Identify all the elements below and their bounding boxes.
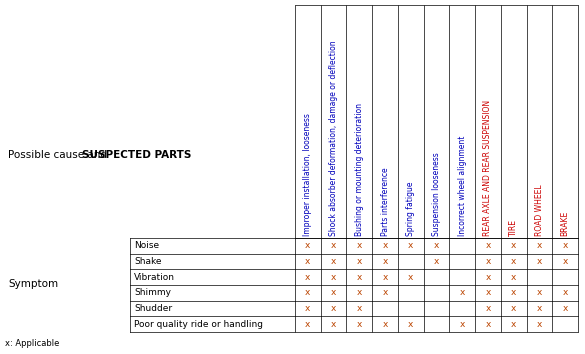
Text: x: x (305, 304, 311, 313)
Text: Incorrect wheel alignment: Incorrect wheel alignment (457, 136, 467, 236)
Text: x: x (486, 304, 491, 313)
Text: x: x (434, 241, 439, 250)
Text: x: x (408, 320, 414, 329)
Text: x: x (562, 241, 568, 250)
Text: x: x (357, 241, 362, 250)
Text: Shock absorber deformation, damage or deflection: Shock absorber deformation, damage or de… (329, 40, 338, 236)
Text: TIRE: TIRE (509, 219, 518, 236)
Text: x: x (383, 320, 388, 329)
Text: x: x (331, 273, 336, 282)
Text: x: x (408, 273, 414, 282)
Text: REAR AXLE AND REAR SUSPENSION: REAR AXLE AND REAR SUSPENSION (483, 100, 493, 236)
Text: Spring fatigue: Spring fatigue (406, 182, 415, 236)
Text: x: x (305, 273, 311, 282)
Text: x: x (536, 241, 542, 250)
Text: x: x (331, 320, 336, 329)
Text: Poor quality ride or handling: Poor quality ride or handling (134, 320, 263, 329)
Text: x: x (357, 257, 362, 266)
Text: x: x (536, 304, 542, 313)
Text: Shudder: Shudder (134, 304, 172, 313)
Text: x: x (434, 257, 439, 266)
Text: x: x (511, 320, 517, 329)
Text: x: x (511, 273, 517, 282)
Text: Noise: Noise (134, 241, 159, 250)
Text: x: x (383, 273, 388, 282)
Text: ROAD WHEEL: ROAD WHEEL (535, 184, 544, 236)
Text: Bushing or mounting deterioration: Bushing or mounting deterioration (355, 103, 364, 236)
Text: x: x (331, 304, 336, 313)
Text: x: x (331, 257, 336, 266)
Text: x: x (460, 289, 465, 297)
Text: x: x (511, 304, 517, 313)
Text: x: x (562, 289, 568, 297)
Text: x: x (305, 320, 311, 329)
Text: Vibration: Vibration (134, 273, 175, 282)
Text: x: x (305, 257, 311, 266)
Text: Improper installation, looseness: Improper installation, looseness (304, 113, 312, 236)
Text: Possible cause and: Possible cause and (8, 150, 110, 160)
Text: x: x (511, 257, 517, 266)
Text: x: x (511, 241, 517, 250)
Text: BRAKE: BRAKE (560, 211, 570, 236)
Text: Shimmy: Shimmy (134, 289, 171, 297)
Text: x: x (536, 257, 542, 266)
Text: x: x (486, 273, 491, 282)
Text: x: x (536, 289, 542, 297)
Text: x: x (536, 320, 542, 329)
Text: x: x (357, 273, 362, 282)
Text: Suspension looseness: Suspension looseness (432, 152, 441, 236)
Text: x: x (460, 320, 465, 329)
Text: x: x (331, 241, 336, 250)
Text: x: x (305, 289, 311, 297)
Text: x: x (486, 257, 491, 266)
Text: x: x (486, 320, 491, 329)
Text: x: x (562, 257, 568, 266)
Text: x: x (383, 289, 388, 297)
Text: x: x (305, 241, 311, 250)
Text: x: x (486, 289, 491, 297)
Text: Symptom: Symptom (8, 279, 58, 289)
Text: x: x (383, 241, 388, 250)
Text: Shake: Shake (134, 257, 161, 266)
Text: x: Applicable: x: Applicable (5, 339, 59, 348)
Text: x: x (357, 289, 362, 297)
Text: x: x (383, 257, 388, 266)
Text: x: x (357, 320, 362, 329)
Text: x: x (486, 241, 491, 250)
Text: Parts interference: Parts interference (381, 167, 390, 236)
Text: x: x (331, 289, 336, 297)
Text: x: x (562, 304, 568, 313)
Text: x: x (408, 241, 414, 250)
Text: x: x (511, 289, 517, 297)
Text: SUSPECTED PARTS: SUSPECTED PARTS (82, 150, 191, 160)
Text: x: x (357, 304, 362, 313)
